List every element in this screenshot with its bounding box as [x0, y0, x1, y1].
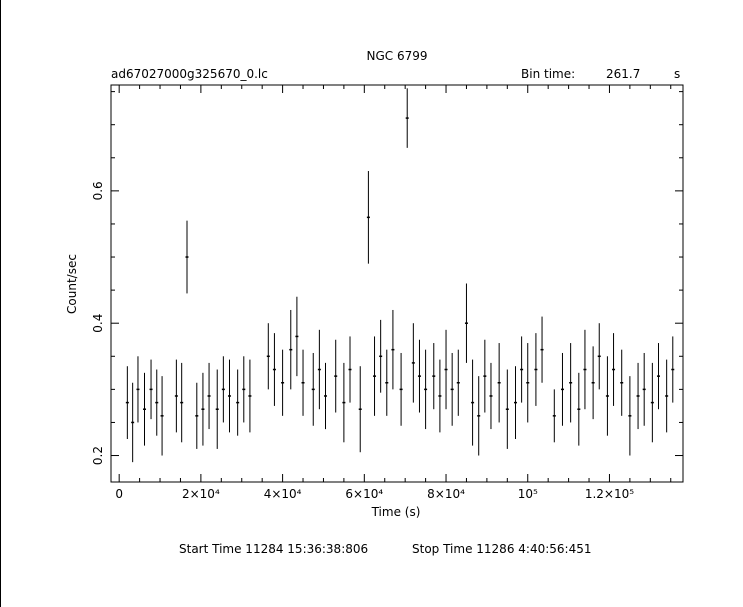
file-label: ad67027000g325670_0.lc — [111, 67, 268, 81]
y-tick-label: 0.4 — [91, 314, 105, 333]
stop-time-label: Stop Time 11286 4:40:56:451 — [412, 542, 591, 556]
chart-title: NGC 6799 — [366, 49, 427, 63]
plot-frame — [110, 84, 684, 483]
bin-time-unit: s — [674, 67, 680, 81]
x-axis-label: Time (s) — [371, 505, 421, 519]
y-tick-label: 0.2 — [91, 446, 105, 465]
x-tick-label: 0 — [115, 487, 123, 501]
axis-ticks — [111, 85, 683, 482]
y-axis-label: Count/sec — [65, 254, 79, 314]
x-tick-labels: 0 2×10⁴ 4×10⁴ 6×10⁴ 8×10⁴ 10⁵ 1.2×10⁵ — [115, 487, 634, 501]
bin-time-value: 261.7 — [606, 67, 640, 81]
x-tick-label: 2×10⁴ — [182, 487, 220, 501]
data-points — [125, 88, 675, 463]
x-tick-label: 1.2×10⁵ — [585, 487, 634, 501]
y-tick-labels: 0.2 0.4 0.6 — [91, 181, 105, 465]
start-time-label: Start Time 11284 15:36:38:806 — [179, 542, 368, 556]
x-tick-label: 10⁵ — [518, 487, 538, 501]
x-tick-label: 6×10⁴ — [345, 487, 383, 501]
y-tick-label: 0.6 — [91, 181, 105, 200]
x-tick-label: 4×10⁴ — [264, 487, 302, 501]
x-tick-label: 8×10⁴ — [427, 487, 465, 501]
bin-time-label: Bin time: — [521, 67, 575, 81]
